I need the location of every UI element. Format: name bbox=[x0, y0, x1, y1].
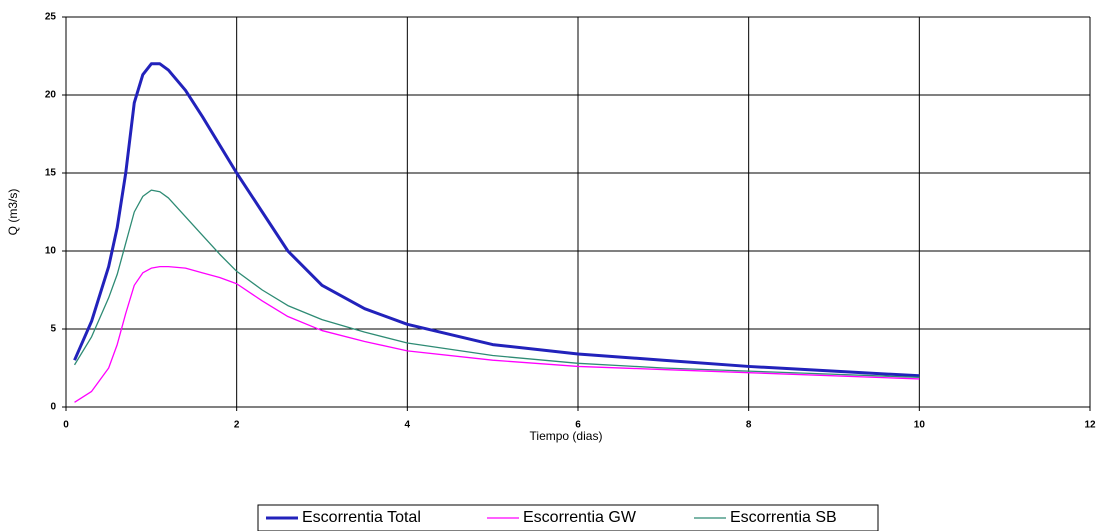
x-tick-label: 8 bbox=[746, 420, 752, 431]
legend-label: Escorrentia SB bbox=[730, 509, 837, 526]
x-tick-label: 12 bbox=[1084, 420, 1096, 431]
legend-label: Escorrentia Total bbox=[302, 509, 421, 526]
line-series bbox=[73, 62, 920, 378]
x-tick-label: 0 bbox=[63, 420, 69, 431]
y-tick-label: 5 bbox=[50, 324, 56, 335]
x-tick-label: 6 bbox=[575, 420, 581, 431]
y-tick-label: 0 bbox=[50, 402, 56, 413]
y-tick-label: 20 bbox=[45, 90, 57, 101]
x-tick-label: 2 bbox=[234, 420, 240, 431]
y-axis-label: Q (m3/s) bbox=[6, 189, 20, 236]
y-tick-label: 15 bbox=[45, 168, 57, 179]
line-series bbox=[74, 265, 920, 403]
x-tick-label: 4 bbox=[405, 420, 411, 431]
y-tick-label: 10 bbox=[45, 246, 57, 257]
legend-label: Escorrentia GW bbox=[523, 509, 637, 526]
x-tick-label: 10 bbox=[914, 420, 926, 431]
line-series bbox=[73, 189, 920, 379]
y-tick-label: 25 bbox=[45, 12, 57, 23]
legend-box bbox=[257, 504, 879, 531]
x-axis-label: Tiempo (dias) bbox=[530, 429, 603, 443]
